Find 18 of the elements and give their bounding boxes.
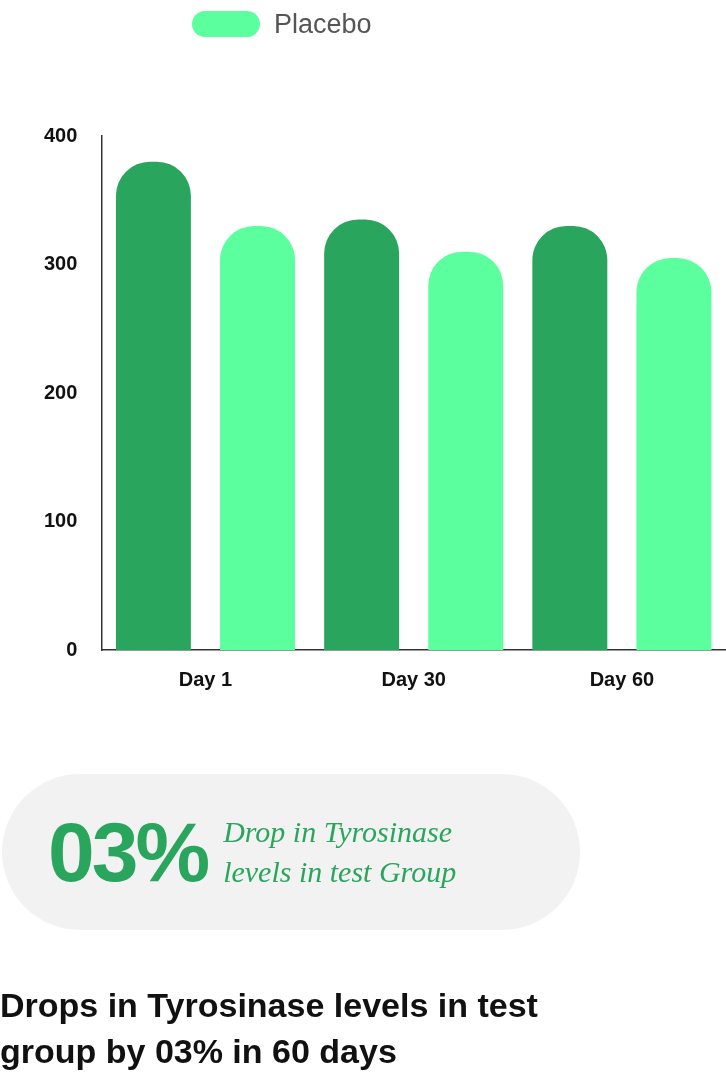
bar	[532, 225, 608, 650]
bar	[428, 251, 504, 650]
x-tick-label: Day 1	[178, 667, 233, 690]
y-tick-label: 400	[43, 123, 78, 146]
legend-label: Placebo	[274, 8, 372, 40]
y-tick-label: 200	[43, 380, 78, 403]
y-tick-label: 300	[43, 252, 78, 275]
text: Drop in Tyrosinase levels in test Group	[223, 814, 458, 890]
bar	[115, 161, 191, 650]
text: 03%	[48, 803, 208, 901]
bar	[220, 225, 296, 650]
text: Drops in Tyrosinase levels in test group by 03% in 60 days	[0, 985, 539, 1072]
bar	[324, 219, 400, 650]
y-tick-label: 0	[66, 637, 78, 660]
x-tick-label: Day 60	[589, 667, 655, 690]
bar	[636, 258, 712, 650]
x-tick-label: Day 30	[381, 667, 446, 690]
y-tick-label: 100	[43, 509, 78, 532]
